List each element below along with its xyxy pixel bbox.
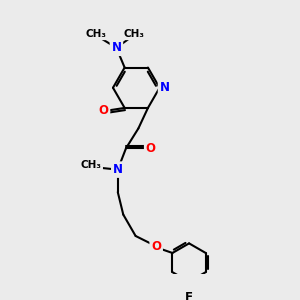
Text: F: F — [185, 291, 193, 300]
Text: N: N — [160, 81, 170, 94]
Text: CH₃: CH₃ — [80, 160, 101, 170]
Text: CH₃: CH₃ — [85, 28, 106, 39]
Text: N: N — [111, 41, 122, 54]
Text: N: N — [113, 163, 123, 176]
Text: CH₃: CH₃ — [124, 28, 145, 39]
Text: O: O — [98, 104, 109, 117]
Text: O: O — [146, 142, 156, 155]
Text: O: O — [151, 240, 161, 254]
